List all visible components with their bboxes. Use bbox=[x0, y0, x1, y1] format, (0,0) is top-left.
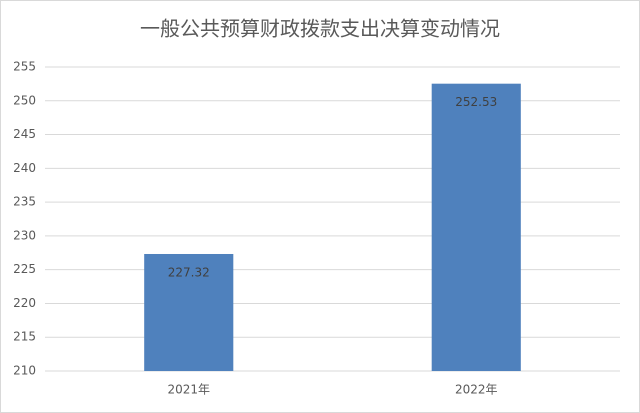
y-tick-label: 210 bbox=[13, 364, 36, 378]
x-tick-label: 2021年 bbox=[167, 383, 210, 397]
bar bbox=[431, 83, 521, 372]
data-label: 252.53 bbox=[455, 95, 497, 109]
y-tick-label: 255 bbox=[13, 60, 36, 74]
x-tick-label: 2022年 bbox=[455, 383, 498, 397]
y-tick-label: 220 bbox=[13, 296, 36, 310]
data-label: 227.32 bbox=[168, 265, 210, 279]
bar bbox=[144, 253, 234, 371]
y-tick-label: 235 bbox=[13, 195, 36, 209]
y-tick-label: 225 bbox=[13, 262, 36, 276]
chart-title: 一般公共预算财政拨款支出决算变动情况 bbox=[140, 17, 500, 41]
y-tick-label: 245 bbox=[13, 127, 36, 141]
y-tick-label: 215 bbox=[13, 330, 36, 344]
y-tick-label: 240 bbox=[13, 161, 36, 175]
y-tick-label: 250 bbox=[13, 93, 36, 107]
y-tick-label: 230 bbox=[13, 228, 36, 242]
